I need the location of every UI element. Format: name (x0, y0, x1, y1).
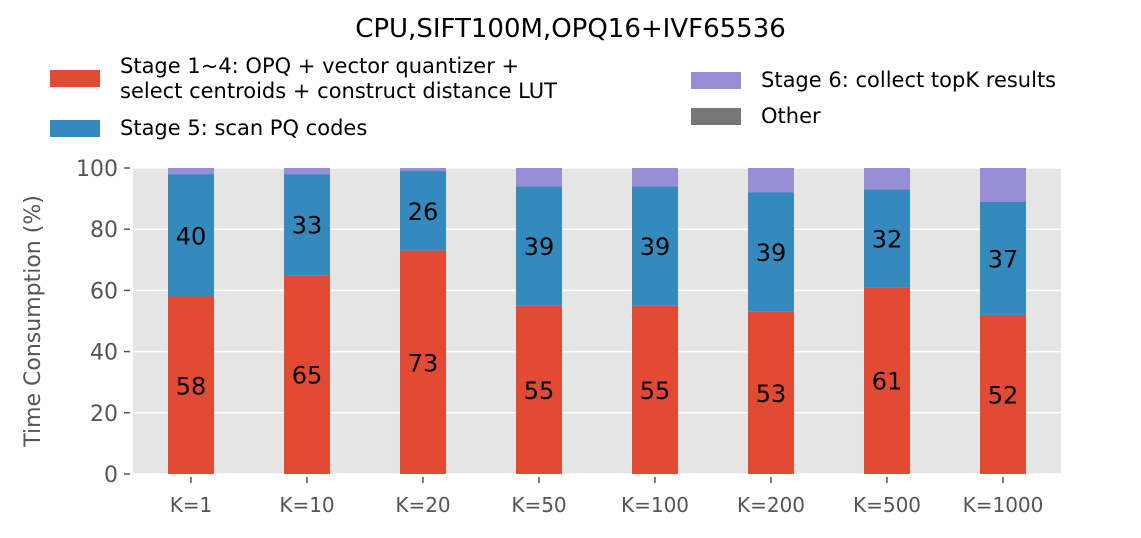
x-tick-label: K=500 (853, 493, 921, 517)
bar-segment-series-1 (400, 171, 446, 251)
bar-value-label: 65 (292, 362, 323, 390)
bar-group (168, 168, 1026, 474)
x-tick-label: K=1000 (963, 493, 1044, 517)
y-axis-label: Time Consumption (%) (21, 195, 46, 448)
x-tick-label: K=200 (737, 493, 805, 517)
bar-segment-series-0 (632, 305, 678, 474)
legend-label-other: Other (761, 104, 821, 128)
legend-swatch-stage-5 (50, 120, 100, 137)
bar-value-label: 39 (640, 233, 671, 261)
bar-segment-series-2 (864, 168, 910, 190)
legend-label-stage-1-4: Stage 1~4: OPQ + vector quantizer + sele… (120, 54, 557, 103)
bar-value-label: 58 (176, 372, 207, 400)
legend-item-other: Other (691, 104, 821, 129)
y-tick-label: 20 (90, 402, 118, 427)
legend-label-stage-5: Stage 5: scan PQ codes (120, 116, 368, 140)
bar-segment-series-1 (980, 201, 1026, 315)
bar-segment-series-0 (748, 311, 794, 474)
x-tick-label: K=100 (621, 493, 689, 517)
chart-title: CPU,SIFT100M,OPQ16+IVF65536 (355, 14, 786, 44)
y-tick-label: 80 (90, 218, 118, 243)
bar-segment-series-1 (168, 174, 214, 297)
legend-item-stage-6: Stage 6: collect topK results (691, 68, 1056, 93)
y-tick-label: 100 (76, 157, 118, 182)
bar-segment-series-1 (516, 186, 562, 306)
plot-area-background (133, 168, 1061, 474)
bar-segment-series-0 (516, 305, 562, 474)
bar-segment-series-2 (632, 168, 678, 187)
bar-segment-series-1 (632, 186, 678, 306)
x-tick-label: K=50 (511, 493, 566, 517)
bar-segment-series-0 (400, 250, 446, 474)
y-tick-label: 40 (90, 341, 118, 366)
bar-value-label: 55 (524, 377, 555, 405)
bar-segment-series-0 (284, 275, 330, 474)
x-tick-label: K=1 (170, 493, 213, 517)
bar-value-label: 26 (408, 198, 439, 226)
y-tick-label: 0 (104, 463, 118, 488)
bar-value-label: 39 (524, 233, 555, 261)
segment-labels: 58 40 65 33 73 26 55 39 55 39 53 39 61 32 52 37 (176, 198, 1019, 410)
x-tick-label: K=10 (279, 493, 334, 517)
bar-segment-series-2 (980, 168, 1026, 202)
legend-item-stage-5: Stage 5: scan PQ codes (50, 116, 367, 141)
bar-segment-series-2 (168, 168, 214, 175)
x-tick-label: K=20 (395, 493, 450, 517)
legend-swatch-stage-1-4 (50, 70, 100, 87)
bar-segment-series-0 (168, 296, 214, 474)
legend-swatch-other (691, 108, 741, 125)
bar-segment-series-0 (864, 287, 910, 474)
bar-value-label: 39 (756, 239, 787, 267)
bar-value-label: 55 (640, 377, 671, 405)
bar-segment-series-2 (748, 168, 794, 193)
bar-value-label: 53 (756, 380, 787, 408)
bar-segment-series-1 (748, 192, 794, 312)
bar-segment-series-2 (400, 168, 446, 172)
legend-swatch-stage-6 (691, 72, 741, 89)
bar-segment-series-2 (284, 168, 330, 175)
bar-value-label: 33 (292, 212, 323, 240)
y-axis: 0 20 40 60 80 100 (76, 157, 130, 488)
bar-value-label: 52 (988, 381, 1019, 409)
legend-label-stage-6: Stage 6: collect topK results (761, 68, 1057, 92)
bar-value-label: 37 (988, 245, 1019, 273)
bar-value-label: 61 (872, 368, 903, 396)
legend-item-stage-1-4: Stage 1~4: OPQ + vector quantizer + sele… (50, 54, 557, 104)
y-tick-label: 60 (90, 279, 118, 304)
x-axis: K=1 K=10 K=20 K=50 K=100 K=200 K=500 K=1000 (170, 477, 1044, 517)
bar-value-label: 40 (176, 222, 207, 250)
bar-value-label: 73 (408, 349, 439, 377)
bar-value-label: 32 (872, 225, 903, 253)
bar-segment-series-2 (516, 168, 562, 187)
bar-segment-series-1 (864, 189, 910, 288)
bar-segment-series-0 (980, 314, 1026, 474)
bar-segment-series-1 (284, 174, 330, 276)
